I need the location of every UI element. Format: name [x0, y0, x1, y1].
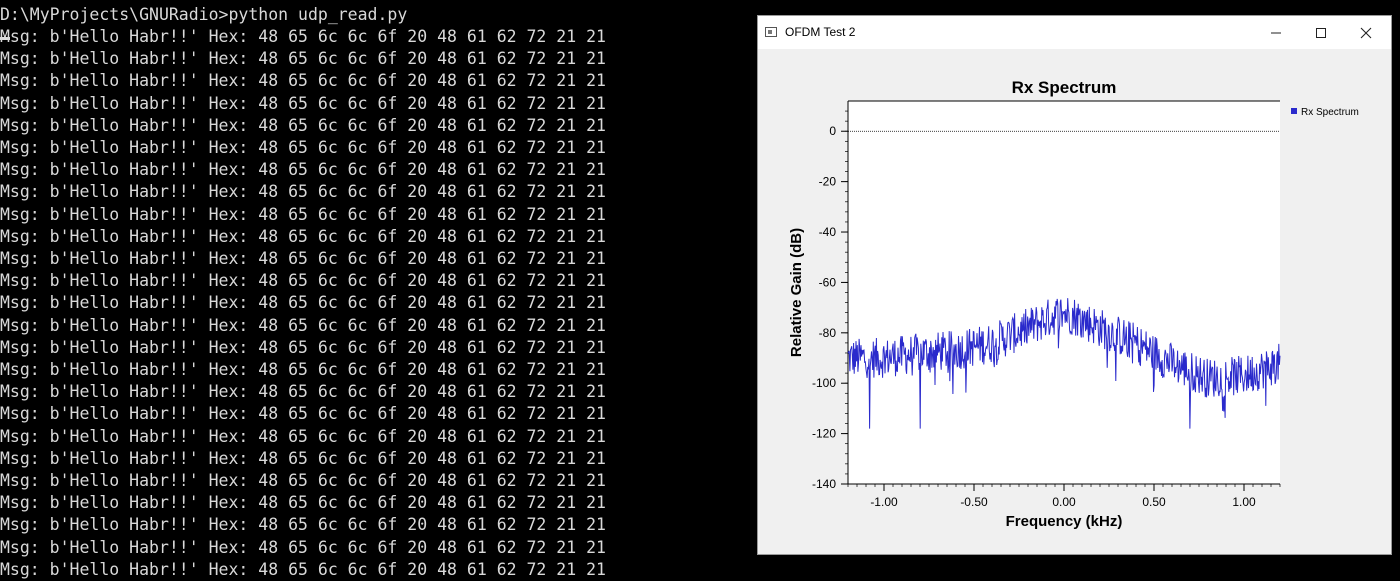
y-tick-label: -140 — [812, 477, 836, 491]
console-line: Msg: b'Hello Habr!!' Hex: 48 65 6c 6c 6f… — [0, 293, 606, 313]
legend-swatch — [1291, 108, 1297, 114]
y-axis: 0 -20 -40 -60 -80 -100 -120 -140 — [812, 100, 1280, 491]
x-tick-label: 0.50 — [1142, 495, 1166, 509]
y-tick-label: -60 — [819, 275, 837, 289]
console-line: Msg: b'Hello Habr!!' Hex: 48 65 6c 6c 6f… — [0, 27, 606, 46]
y-tick-label: -100 — [812, 376, 836, 390]
y-tick-label: 0 — [829, 124, 836, 138]
rx-spectrum-chart: Rx Spectrum 0 -20 -40 -60 -80 -100 -120 -140 -1… — [788, 78, 1359, 530]
window-titlebar[interactable]: OFDM Test 2 — [758, 16, 1391, 49]
console-line: Msg: b'Hello Habr!!' Hex: 48 65 6c 6c 6f… — [0, 204, 606, 224]
y-tick-label: -80 — [819, 326, 837, 340]
console-line: Msg: b'Hello Habr!!' Hex: 48 65 6c 6c 6f… — [0, 404, 606, 424]
console-line: Msg: b'Hello Habr!!' Hex: 48 65 6c 6c 6f… — [0, 471, 606, 490]
close-button[interactable] — [1343, 16, 1389, 49]
x-axis-label: Frequency (kHz) — [1006, 513, 1123, 530]
console-line: Msg: b'Hello Habr!!' Hex: 48 65 6c 6c 6f… — [0, 226, 606, 246]
console-line: Msg: b'Hello Habr!!' Hex: 48 65 6c 6c 6f… — [0, 138, 606, 157]
x-tick-label: 1.00 — [1232, 495, 1256, 509]
x-tick-label: -0.50 — [960, 495, 988, 509]
x-axis: -1.00 -0.50 0.00 0.50 1.00 — [847, 483, 1281, 509]
minimize-button[interactable] — [1253, 16, 1299, 49]
maximize-button[interactable] — [1298, 16, 1344, 49]
x-tick-label: -1.00 — [870, 495, 898, 509]
console-line: Msg: b'Hello Habr!!' Hex: 48 65 6c 6c 6f… — [0, 493, 606, 513]
console-line: Msg: b'Hello Habr!!' Hex: 48 65 6c 6c 6f… — [0, 559, 606, 579]
console-line: Msg: b'Hello Habr!!' Hex: 48 65 6c 6c 6f… — [0, 182, 606, 202]
console-line: Msg: b'Hello Habr!!' Hex: 48 65 6c 6c 6f… — [0, 249, 606, 268]
plot-area — [848, 101, 1280, 484]
legend: Rx Spectrum — [1291, 107, 1359, 118]
console-line: Msg: b'Hello Habr!!' Hex: 48 65 6c 6c 6f… — [0, 315, 606, 335]
console-line: Msg: b'Hello Habr!!' Hex: 48 65 6c 6c 6f… — [0, 426, 606, 446]
console-line: Msg: b'Hello Habr!!' Hex: 48 65 6c 6c 6f… — [0, 49, 606, 69]
console-line: Msg: b'Hello Habr!!' Hex: 48 65 6c 6c 6f… — [0, 160, 606, 180]
console-line: Msg: b'Hello Habr!!' Hex: 48 65 6c 6c 6f… — [0, 337, 606, 357]
y-axis-label: Relative Gain (dB) — [788, 228, 805, 357]
rx-spectrum-trace — [847, 298, 1281, 429]
x-tick-label: 0.00 — [1052, 495, 1076, 509]
command-prompt-line: D:\MyProjects\GNURadio>python udp_read.p… — [0, 5, 408, 24]
console-line: Msg: b'Hello Habr!!' Hex: 48 65 6c 6c 6f… — [0, 448, 606, 468]
y-tick-label: -40 — [819, 225, 837, 239]
ofdm-test-window[interactable]: OFDM Test 2 Rx Spectrum 0 -20 -40 -60 -80 -10… — [757, 15, 1392, 555]
maximize-icon — [1316, 27, 1326, 38]
console-line: Msg: b'Hello Habr!!' Hex: 48 65 6c 6c 6f… — [0, 271, 606, 291]
console-line: Msg: b'Hello Habr!!' Hex: 48 65 6c 6c 6f… — [0, 537, 606, 557]
y-tick-label: -120 — [812, 427, 836, 441]
y-tick-label: -20 — [819, 175, 837, 189]
console-line: Msg: b'Hello Habr!!' Hex: 48 65 6c 6c 6f… — [0, 382, 606, 402]
console-line: Msg: b'Hello Habr!!' Hex: 48 65 6c 6c 6f… — [0, 71, 606, 91]
legend-label: Rx Spectrum — [1301, 107, 1359, 118]
window-title: OFDM Test 2 — [785, 25, 856, 39]
console-line: Msg: b'Hello Habr!!' Hex: 48 65 6c 6c 6f… — [0, 115, 606, 135]
text-cursor — [0, 37, 10, 40]
chart-title: Rx Spectrum — [1012, 78, 1117, 97]
console-line: Msg: b'Hello Habr!!' Hex: 48 65 6c 6c 6f… — [0, 360, 606, 379]
window-icon — [765, 27, 777, 37]
terminal-console: D:\MyProjects\GNURadio>python udp_read.p… — [0, 5, 606, 579]
minimize-icon — [1271, 32, 1281, 33]
console-line: Msg: b'Hello Habr!!' Hex: 48 65 6c 6c 6f… — [0, 515, 606, 535]
close-icon — [1360, 27, 1372, 38]
console-line: Msg: b'Hello Habr!!' Hex: 48 65 6c 6c 6f… — [0, 93, 606, 113]
